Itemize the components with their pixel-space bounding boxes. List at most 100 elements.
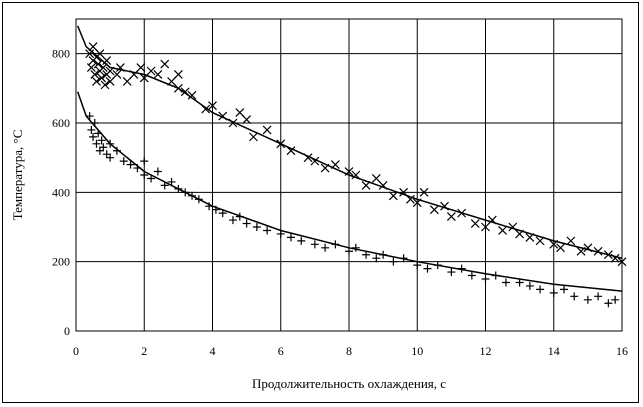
data-point-x xyxy=(361,180,371,190)
data-point-x xyxy=(95,49,105,59)
data-point-x xyxy=(160,59,170,69)
data-point-x xyxy=(262,125,272,135)
data-point-plus xyxy=(92,139,101,148)
data-point-x xyxy=(508,222,518,232)
data-point-x xyxy=(535,236,545,246)
data-point-x xyxy=(310,156,320,166)
data-point-plus xyxy=(549,288,558,297)
data-point-x xyxy=(235,108,245,118)
data-point-plus xyxy=(235,212,244,221)
data-point-plus xyxy=(379,250,388,259)
data-point-x xyxy=(344,167,354,176)
data-point-plus xyxy=(447,268,456,277)
data-point-plus xyxy=(481,275,490,283)
data-point-x xyxy=(399,187,409,197)
data-point-x xyxy=(115,63,125,72)
data-point-plus xyxy=(153,167,162,176)
data-point-x xyxy=(228,118,238,128)
data-point-plus xyxy=(611,295,620,304)
data-point-x xyxy=(102,56,112,66)
data-point-x xyxy=(378,180,388,190)
data-point-plus xyxy=(90,119,99,127)
data-point-x xyxy=(173,83,183,93)
data-point-plus xyxy=(467,271,476,280)
x-tick-label: 14 xyxy=(548,344,560,358)
data-point-plus xyxy=(491,271,500,280)
data-point-x xyxy=(446,212,456,222)
data-point-x xyxy=(320,163,330,173)
data-point-plus xyxy=(310,240,319,249)
data-point-plus xyxy=(594,292,603,301)
y-tick-label: 200 xyxy=(52,255,70,269)
data-point-x xyxy=(603,250,613,260)
data-point-plus xyxy=(106,153,115,162)
data-point-plus xyxy=(133,164,142,173)
data-point-plus xyxy=(423,264,432,273)
data-point-x xyxy=(187,90,197,100)
data-point-x xyxy=(566,236,576,246)
data-point-plus xyxy=(94,129,103,138)
data-point-plus xyxy=(106,139,115,148)
data-point-x xyxy=(406,194,415,204)
data-point-plus xyxy=(286,233,295,242)
data-point-plus xyxy=(276,229,285,238)
data-point-x xyxy=(303,153,313,163)
data-point-plus xyxy=(188,191,197,200)
data-point-plus xyxy=(433,261,442,270)
x-tick-label: 2 xyxy=(141,344,147,358)
data-point-x xyxy=(412,198,422,208)
data-point-plus xyxy=(345,247,353,256)
data-point-x xyxy=(136,63,146,72)
y-tick-label: 400 xyxy=(52,185,70,199)
data-point-plus xyxy=(389,257,398,266)
data-point-plus xyxy=(85,112,94,121)
data-point-x xyxy=(92,76,101,86)
data-point-x xyxy=(88,42,98,52)
data-point-x xyxy=(97,73,107,83)
data-point-plus xyxy=(112,146,121,155)
data-point-x xyxy=(112,70,122,79)
x-tick-label: 0 xyxy=(73,344,79,358)
x-tick-label: 8 xyxy=(346,344,352,358)
data-point-plus xyxy=(536,285,545,294)
data-point-x xyxy=(556,243,565,253)
data-point-x xyxy=(487,215,497,225)
data-point-x xyxy=(593,246,603,256)
data-point-x xyxy=(86,63,96,72)
data-points xyxy=(85,42,627,308)
data-point-x xyxy=(525,232,535,242)
data-point-x xyxy=(167,76,176,86)
data-point-x xyxy=(515,229,525,239)
data-point-plus xyxy=(263,226,272,235)
data-point-x xyxy=(371,174,381,183)
data-point-plus xyxy=(501,278,510,287)
y-tick-label: 600 xyxy=(52,116,70,130)
data-point-plus xyxy=(559,285,568,294)
data-point-plus xyxy=(399,254,408,263)
data-point-x xyxy=(470,219,480,228)
data-point-plus xyxy=(89,132,98,141)
data-point-x xyxy=(617,257,627,267)
data-point-x xyxy=(93,59,103,69)
x-tick-label: 4 xyxy=(210,344,216,358)
data-point-plus xyxy=(252,223,261,231)
data-point-plus xyxy=(119,157,128,166)
data-point-plus xyxy=(140,157,149,166)
data-point-plus xyxy=(321,243,330,252)
data-point-x xyxy=(146,66,156,76)
data-point-plus xyxy=(167,177,176,186)
data-point-x xyxy=(576,246,586,256)
data-point-x xyxy=(388,191,398,201)
data-point-x xyxy=(173,70,183,79)
data-point-x xyxy=(90,70,100,79)
data-point-plus xyxy=(205,202,214,211)
data-point-plus xyxy=(242,219,251,228)
data-point-plus xyxy=(218,209,227,218)
data-point-x xyxy=(218,111,228,121)
plot-area xyxy=(75,18,623,332)
data-point-plus xyxy=(194,195,203,204)
data-point-x xyxy=(457,208,467,218)
data-point-x xyxy=(201,104,211,114)
data-point-plus xyxy=(457,264,466,273)
